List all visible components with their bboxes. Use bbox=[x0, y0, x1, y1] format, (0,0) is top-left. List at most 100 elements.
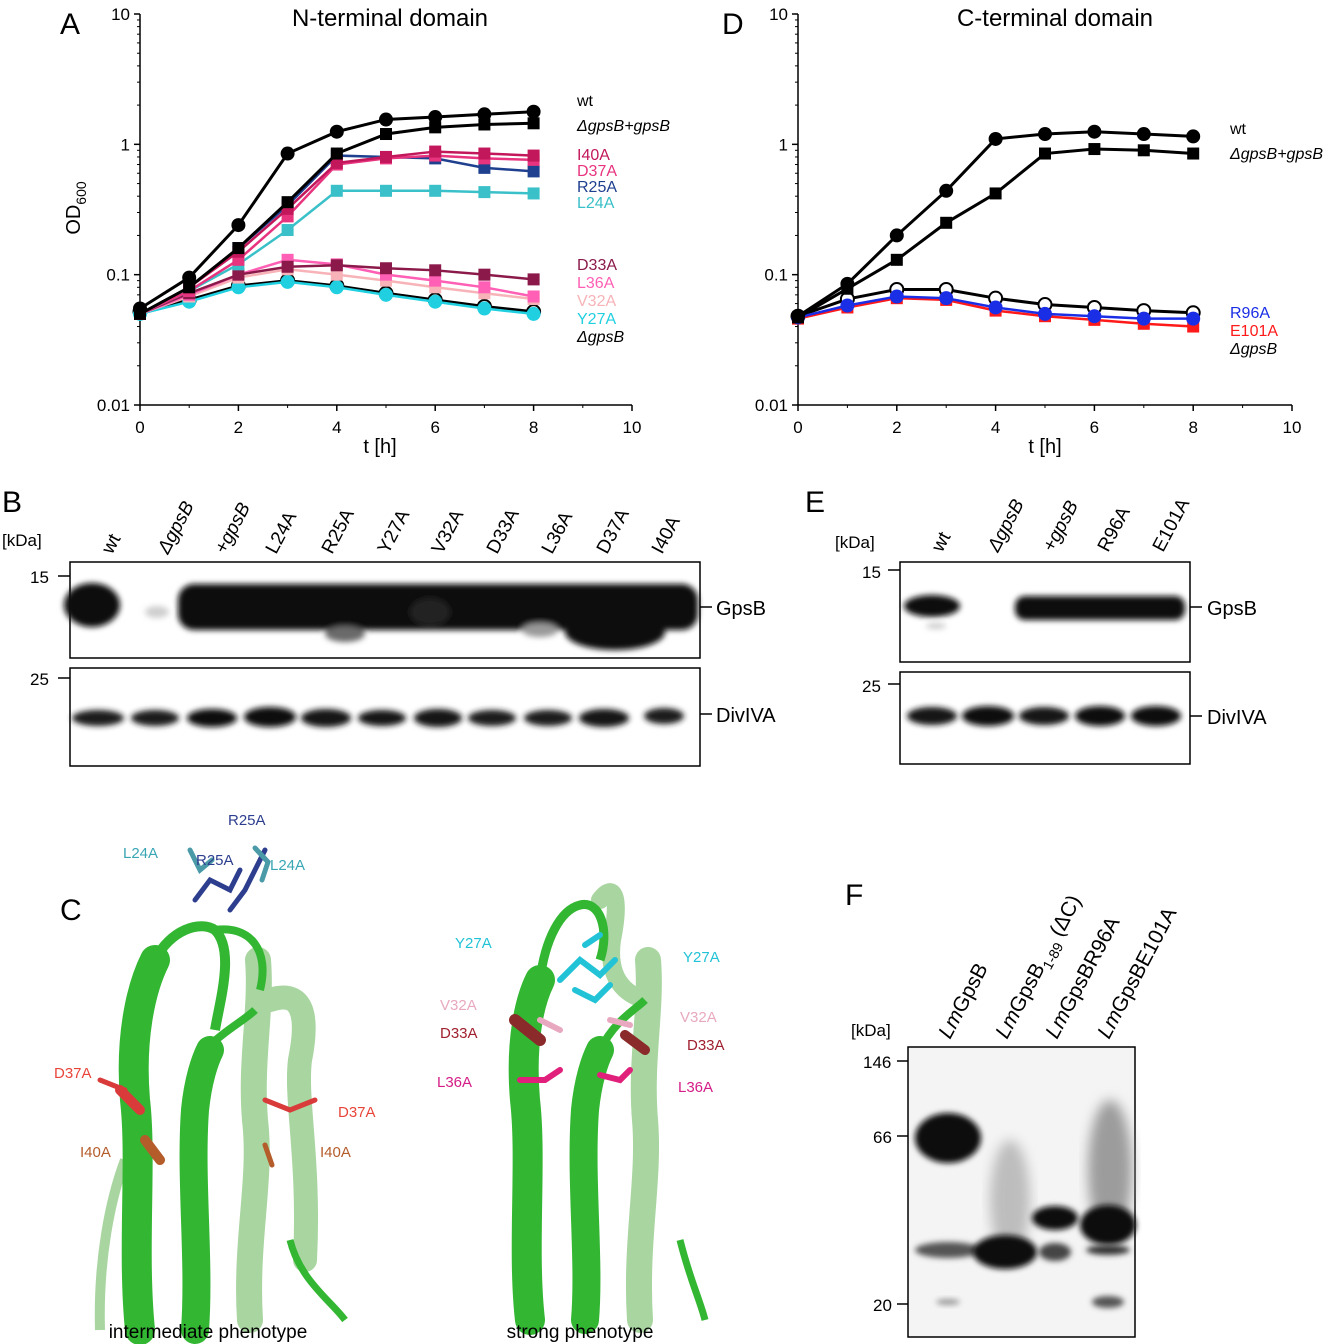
gel-f-lane-labels: LmGpsB LmGpsB1-89 (ΔC) LmGpsBR96A LmGpsB… bbox=[934, 891, 1181, 1042]
chart-d: C-terminal domain t [h] 0.01 0.1 1 10 0 2 4 6 8 1… bbox=[755, 5, 1323, 458]
blot-e-marker-25: 25 bbox=[862, 677, 881, 696]
data-point bbox=[840, 276, 855, 291]
data-point bbox=[428, 110, 443, 125]
blot-b-lane-d37a: D37A bbox=[593, 505, 634, 557]
gel-f-marker-146: 146 bbox=[863, 1053, 891, 1072]
label-v32a-right: V32A bbox=[680, 1009, 717, 1026]
chart-d-xtick: 0 bbox=[793, 418, 802, 437]
legend-a-l24a: L24A bbox=[577, 195, 615, 212]
chart-d-ytick: 0.01 bbox=[755, 396, 788, 415]
blot-b-lane-l36a: L36A bbox=[538, 508, 578, 557]
label-d33a-right: D33A bbox=[687, 1037, 725, 1054]
data-point bbox=[1087, 124, 1102, 139]
blot-b-lane-wt: wt bbox=[97, 530, 125, 558]
series-wt bbox=[791, 124, 1201, 324]
panel-label-e: E bbox=[805, 486, 825, 519]
data-point bbox=[526, 306, 541, 321]
chart-a-ytick: 0.1 bbox=[106, 266, 130, 285]
data-point bbox=[477, 107, 492, 122]
structure-left: R25A L24A R25A L24A D37A D37A I40A I40A … bbox=[54, 812, 376, 1344]
panel-label-b: B bbox=[2, 486, 22, 519]
label-r25a-mid: R25A bbox=[196, 852, 234, 869]
data-point bbox=[280, 146, 295, 161]
blot-e-marker-15: 15 bbox=[862, 563, 881, 582]
blot-b-lane-r25a: R25A bbox=[318, 505, 359, 557]
blot-e-kda: [kDa] bbox=[835, 533, 875, 552]
data-point bbox=[939, 291, 954, 306]
chart-a-ytick: 1 bbox=[121, 135, 130, 154]
data-point bbox=[380, 262, 392, 275]
chart-d-xtick: 2 bbox=[892, 418, 901, 437]
blot-b-lane-y27a: Y27A bbox=[374, 506, 415, 557]
data-point bbox=[429, 145, 442, 158]
data-point bbox=[429, 184, 442, 197]
blot-e-lane-wt: wt bbox=[927, 528, 955, 556]
label-l24a-right: L24A bbox=[270, 857, 305, 874]
data-point bbox=[478, 118, 491, 131]
chart-d-xtick: 4 bbox=[991, 418, 1000, 437]
blot-b-diviva-bands bbox=[72, 707, 684, 727]
data-point bbox=[840, 298, 855, 313]
gel-f-marker-66: 66 bbox=[873, 1128, 892, 1147]
chart-a-xtick: 6 bbox=[430, 418, 439, 437]
chart-a-ylabel-sub: 600 bbox=[73, 181, 89, 205]
chart-a-xtick: 8 bbox=[529, 418, 538, 437]
chart-d-title: C-terminal domain bbox=[957, 5, 1153, 32]
legend-a-v32a: V32A bbox=[577, 293, 616, 310]
chart-d-xlabel: t [h] bbox=[1028, 436, 1061, 458]
legend-a-d37a: D37A bbox=[577, 163, 617, 180]
data-point bbox=[329, 280, 344, 295]
label-i40a-left: I40A bbox=[80, 1144, 111, 1161]
label-y27a-left: Y27A bbox=[455, 935, 492, 952]
data-point bbox=[379, 287, 393, 302]
data-point bbox=[329, 124, 344, 139]
data-point bbox=[939, 183, 954, 198]
chart-a-title: N-terminal domain bbox=[292, 5, 488, 32]
data-point bbox=[478, 147, 491, 160]
chart-a-xtick: 4 bbox=[332, 418, 341, 437]
chart-a-legend: wt ΔgpsB+gpsB I40A D37A R25A L24A D33A L… bbox=[576, 93, 670, 346]
data-point bbox=[429, 264, 442, 277]
blot-e-diviva-label: DivIVA bbox=[1207, 707, 1267, 729]
panel-label-c: C bbox=[60, 894, 82, 927]
label-l24a-left: L24A bbox=[123, 845, 158, 862]
blot-b-lane-labels: wt ΔgpsB +gpsB L24A R25A Y27A V32A D33A … bbox=[97, 498, 685, 559]
blot-b-diviva-label: DivIVA bbox=[716, 705, 776, 727]
series-ΔgpsB+gpsB bbox=[792, 143, 1200, 324]
data-point bbox=[1039, 147, 1051, 160]
blot-b-gpsb-label: GpsB bbox=[716, 598, 766, 620]
data-point bbox=[231, 218, 246, 233]
legend-d-complement: ΔgpsB+gpsB bbox=[1229, 146, 1323, 163]
label-d37a-right: D37A bbox=[338, 1104, 376, 1121]
data-point bbox=[1038, 127, 1052, 142]
data-point bbox=[1137, 144, 1150, 157]
blot-b-lane-l24a: L24A bbox=[262, 508, 302, 557]
gel-f-kda: [kDa] bbox=[851, 1021, 891, 1040]
chart-d-legend: wt ΔgpsB+gpsB R96A E101A ΔgpsB bbox=[1229, 121, 1323, 358]
label-y27a-right: Y27A bbox=[683, 949, 720, 966]
gel-f-marker-20: 20 bbox=[873, 1296, 892, 1315]
data-point bbox=[330, 259, 343, 272]
data-point bbox=[478, 268, 491, 281]
data-point bbox=[133, 301, 147, 316]
data-point bbox=[890, 253, 903, 266]
legend-a-complement: ΔgpsB+gpsB bbox=[576, 118, 670, 135]
gel-f-lane-1: LmGpsB bbox=[934, 959, 993, 1042]
data-point bbox=[379, 112, 393, 127]
data-point bbox=[791, 309, 805, 324]
data-point bbox=[429, 274, 442, 287]
data-point bbox=[989, 187, 1002, 200]
data-point bbox=[380, 128, 392, 141]
data-point bbox=[1186, 311, 1201, 326]
legend-a-wt: wt bbox=[576, 93, 594, 110]
western-blot-b: [kDa] wt ΔgpsB +gpsB L24A R25A Y27A V32A… bbox=[2, 498, 776, 767]
chart-a-ylabel-main: OD bbox=[63, 205, 85, 235]
label-l36a-right: L36A bbox=[678, 1079, 713, 1096]
blot-b-lane-i40a: I40A bbox=[648, 513, 685, 558]
blot-b-lane-d33a: D33A bbox=[483, 505, 524, 557]
data-point bbox=[889, 228, 904, 243]
data-point bbox=[1088, 143, 1101, 156]
chart-a-ylabel: OD600 bbox=[63, 181, 89, 235]
data-point bbox=[1136, 127, 1151, 142]
